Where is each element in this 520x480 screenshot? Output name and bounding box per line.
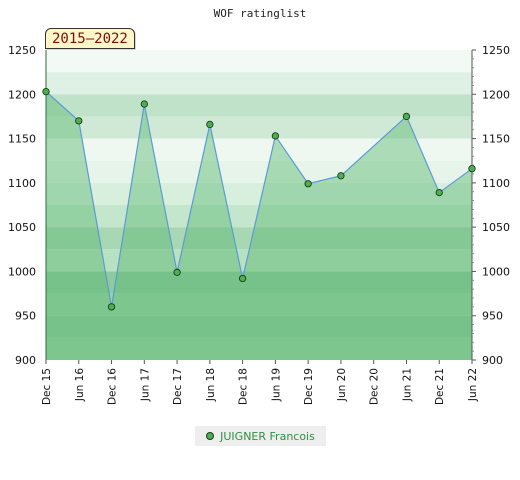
grid-band xyxy=(46,271,472,294)
y-tick-label-right: 1150 xyxy=(482,133,510,146)
y-tick-label-left: 1100 xyxy=(8,177,36,190)
y-tick-label-right: 1050 xyxy=(482,221,510,234)
x-tick-label: Jun 16 xyxy=(74,368,86,402)
grid-band xyxy=(46,160,472,183)
grid-band xyxy=(46,249,472,272)
y-tick-label-right: 1250 xyxy=(482,44,510,57)
y-tick-label-left: 1150 xyxy=(8,133,36,146)
data-point[interactable] xyxy=(206,120,214,129)
x-tick-label: Jun 20 xyxy=(336,368,348,402)
grid-band xyxy=(46,116,472,139)
data-point[interactable] xyxy=(173,268,181,276)
y-axis-right: 900 950 1000 1050 1100 1150 1200 1250 xyxy=(472,44,510,367)
data-point[interactable] xyxy=(140,100,148,108)
x-tick-label: Dec 15 xyxy=(41,368,53,405)
x-tick-label: Dec 18 xyxy=(238,368,250,405)
x-tick-label: Dec 21 xyxy=(434,368,446,405)
x-tick-label: Dec 19 xyxy=(303,368,315,405)
x-tick-label: Dec 20 xyxy=(369,368,381,405)
y-tick-label-right: 950 xyxy=(482,310,503,323)
x-axis: Dec 15 Jun 16 Dec 16 Jun 17 Dec 17 Jun 18 Dec … xyxy=(41,360,479,405)
y-tick-label-left: 950 xyxy=(15,310,36,323)
y-tick-label-right: 900 xyxy=(482,354,503,367)
grid-band xyxy=(46,50,472,73)
data-point[interactable] xyxy=(238,274,247,283)
data-point[interactable] xyxy=(468,165,476,173)
y-tick-label-right: 1200 xyxy=(482,88,510,101)
y-tick-label-left: 1050 xyxy=(8,221,36,234)
grid-band xyxy=(46,315,472,338)
background-bands xyxy=(46,50,472,360)
y-tick-label-right: 1100 xyxy=(482,177,510,190)
grid-band xyxy=(46,182,472,205)
y-axis-left: 900 950 1000 1050 1100 1150 1200 1250 xyxy=(8,44,36,367)
series-area xyxy=(46,91,472,360)
data-point[interactable] xyxy=(435,188,443,197)
y-tick-label-left: 1000 xyxy=(8,265,36,278)
grid-band xyxy=(46,227,472,250)
data-point[interactable] xyxy=(304,180,312,188)
x-tick-label: Jun 18 xyxy=(205,368,217,402)
grid-band xyxy=(46,293,472,316)
x-tick-label: Dec 16 xyxy=(107,368,119,405)
data-point[interactable] xyxy=(402,112,411,121)
grid-band xyxy=(46,337,472,360)
y-tick-label-left: 1200 xyxy=(8,88,36,101)
x-tick-label: Jun 17 xyxy=(139,368,151,402)
x-tick-label: Jun 22 xyxy=(467,368,479,402)
y-tick-label-left: 900 xyxy=(15,354,36,367)
data-point[interactable] xyxy=(107,303,116,311)
data-point[interactable] xyxy=(271,132,280,140)
y-tick-label-right: 1000 xyxy=(482,265,510,278)
grid-band xyxy=(46,205,472,228)
x-tick-label: Jun 19 xyxy=(270,368,282,402)
x-tick-label: Dec 17 xyxy=(172,368,184,405)
legend[interactable]: JUIGNER Francois xyxy=(195,426,326,446)
x-tick-label: Jun 21 xyxy=(401,368,413,402)
grid-band xyxy=(46,72,472,95)
data-point[interactable] xyxy=(337,172,345,180)
chart-title: WOF ratinglist xyxy=(214,7,307,20)
data-points xyxy=(42,87,476,311)
data-point[interactable] xyxy=(75,117,83,125)
legend-marker-icon xyxy=(206,432,215,440)
grid-band xyxy=(46,94,472,117)
data-point[interactable] xyxy=(42,87,50,96)
axes xyxy=(45,50,473,360)
date-range-badge: 2015–2022 xyxy=(45,28,135,49)
y-tick-label-left: 1250 xyxy=(8,44,36,57)
legend-label: JUIGNER Francois xyxy=(220,429,315,443)
